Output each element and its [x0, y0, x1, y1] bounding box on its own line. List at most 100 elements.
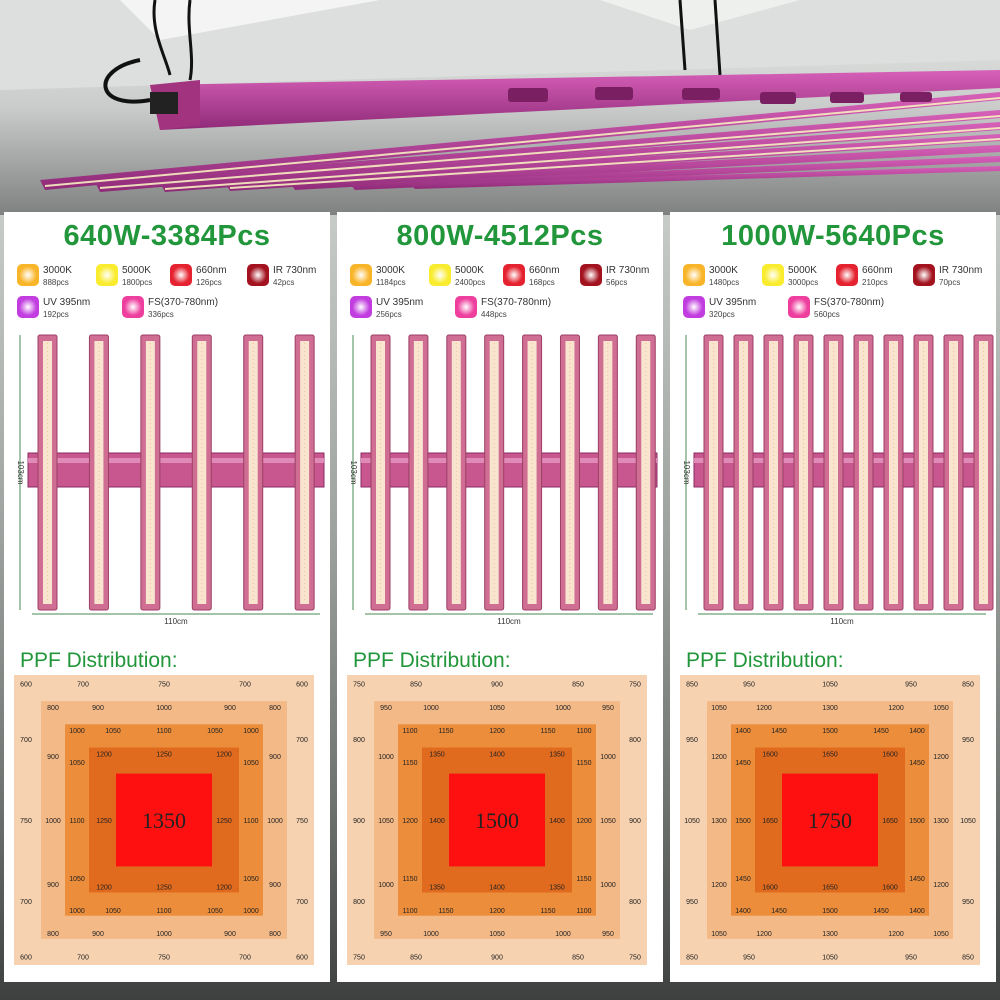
product-panel-1000w: 1000W-5640Pcs 3000K 1480pcs 5000K 3000pcs 660…	[670, 212, 996, 982]
light-bar	[973, 334, 994, 611]
ppf-value: 1350	[549, 751, 565, 758]
legend-chip-name: 5000K	[122, 265, 151, 276]
ppf-value: 750	[353, 682, 365, 689]
led-660nm-icon	[503, 264, 525, 286]
ppf-value: 950	[962, 737, 974, 744]
height-label: 103cm	[16, 460, 25, 484]
ppf-value: 1450	[909, 876, 925, 883]
ppf-value: 750	[158, 682, 170, 689]
ppf-value: 1050	[243, 876, 259, 883]
light-bar	[793, 334, 814, 611]
ppf-value: 1450	[735, 876, 751, 883]
legend-chip-count: 126pcs	[196, 278, 222, 287]
ppf-value: 1150	[540, 908, 555, 915]
ppf-value: 1400	[735, 908, 751, 915]
legend-chip-name: 660nm	[196, 265, 227, 276]
ppf-value: 1450	[735, 760, 751, 767]
ppf-value: 1050	[933, 705, 949, 712]
ppf-value: 1000	[45, 818, 61, 825]
ppf-value: 1200	[888, 931, 904, 938]
ppf-value: 900	[47, 754, 59, 761]
ppf-value: 800	[269, 931, 281, 938]
ppf-distribution-map: 850 950 1050 950 850 1050 1200 1300 1200 1050 1400…	[680, 675, 980, 965]
legend-chip-name: IR 730nm	[939, 265, 983, 276]
height-label: 103cm	[349, 460, 358, 484]
ppf-value: 700	[20, 899, 32, 906]
legend-chip-count: 560pcs	[814, 310, 840, 319]
ppf-value: 900	[269, 754, 281, 761]
ppf-value: 1200	[96, 885, 112, 892]
ppf-value: 1050	[489, 705, 505, 712]
ppf-value: 1000	[378, 754, 394, 761]
light-bar	[943, 334, 964, 611]
ppf-value: 1150	[540, 728, 555, 735]
ppf-value: 850	[686, 682, 698, 689]
legend-chip-name: 660nm	[529, 265, 560, 276]
ppf-zone-4	[449, 773, 545, 867]
led-3000k-icon	[350, 264, 372, 286]
ppf-value: 750	[353, 954, 365, 961]
light-bar	[88, 334, 109, 611]
legend-chip-count: 888pcs	[43, 278, 69, 287]
legend-chip-name: UV 395nm	[376, 297, 424, 308]
ppf-value: 800	[353, 899, 365, 906]
ppf-value: 1050	[207, 908, 223, 915]
legend-chip-count: 1184pcs	[376, 278, 406, 287]
legend-chip-name: 3000K	[376, 265, 405, 276]
product-panel-800w: 800W-4512Pcs 3000K 1184pcs 5000K 2400pcs 660n…	[337, 212, 663, 982]
legend-chip-name: FS(370-780nm)	[481, 297, 552, 308]
legend-chip-count: 192pcs	[43, 310, 69, 319]
ppf-value: 1100	[576, 728, 591, 735]
ppf-value: 950	[602, 931, 614, 938]
ppf-value: 1100	[156, 728, 171, 735]
ppf-value: 950	[380, 705, 392, 712]
ppf-value: 1150	[576, 876, 591, 883]
legend-chip-count: 210pcs	[862, 278, 888, 287]
ppf-value: 750	[296, 818, 308, 825]
ppf-value: 950	[686, 737, 698, 744]
width-label: 110cm	[164, 617, 188, 626]
ppf-value: 1000	[423, 931, 439, 938]
width-label: 110cm	[830, 617, 854, 626]
ppf-value: 1050	[105, 728, 121, 735]
ppf-value: 1000	[378, 882, 394, 889]
light-bar-diagram: 103cm 110cm	[16, 334, 325, 626]
ppf-value: 700	[239, 954, 251, 961]
ppf-value: 1200	[216, 885, 232, 892]
ppf-value: 1150	[576, 760, 591, 767]
ppf-value: 1600	[762, 751, 778, 758]
ppf-value: 1050	[933, 931, 949, 938]
ppf-value: 600	[20, 682, 32, 689]
ppf-value: 1600	[882, 885, 898, 892]
ppf-value: 1200	[489, 908, 505, 915]
led-fs-icon	[122, 296, 144, 318]
ppf-value: 1150	[438, 728, 453, 735]
legend-chip-name: 660nm	[862, 265, 893, 276]
ppf-value: 700	[77, 954, 89, 961]
light-bar	[703, 334, 724, 611]
ppf-center-value: 1750	[808, 808, 852, 833]
legend-chip-name: 5000K	[788, 265, 817, 276]
legend-chip-count: 448pcs	[481, 310, 507, 319]
legend-chip-name: IR 730nm	[273, 265, 317, 276]
ppf-value: 1500	[735, 818, 751, 825]
light-bar	[522, 334, 543, 611]
legend-chip-count: 168pcs	[529, 278, 555, 287]
light-bar	[853, 334, 874, 611]
ppf-value: 1300	[711, 818, 727, 825]
ppf-value: 1000	[555, 705, 571, 712]
ppf-value: 800	[47, 705, 59, 712]
ppf-value: 1000	[243, 908, 259, 915]
led-5000k-icon	[429, 264, 451, 286]
light-bar	[37, 334, 58, 611]
ppf-value: 1050	[684, 818, 700, 825]
ppf-value: 700	[296, 899, 308, 906]
frame-highlight	[28, 458, 324, 463]
ppf-zone-4	[782, 773, 878, 867]
ppf-value: 1350	[549, 885, 565, 892]
ppf-value: 1250	[156, 885, 172, 892]
legend-chip-name: 5000K	[455, 265, 484, 276]
ppf-value: 1650	[762, 818, 778, 825]
ppf-value: 1100	[576, 908, 591, 915]
ppf-value: 1650	[882, 818, 898, 825]
